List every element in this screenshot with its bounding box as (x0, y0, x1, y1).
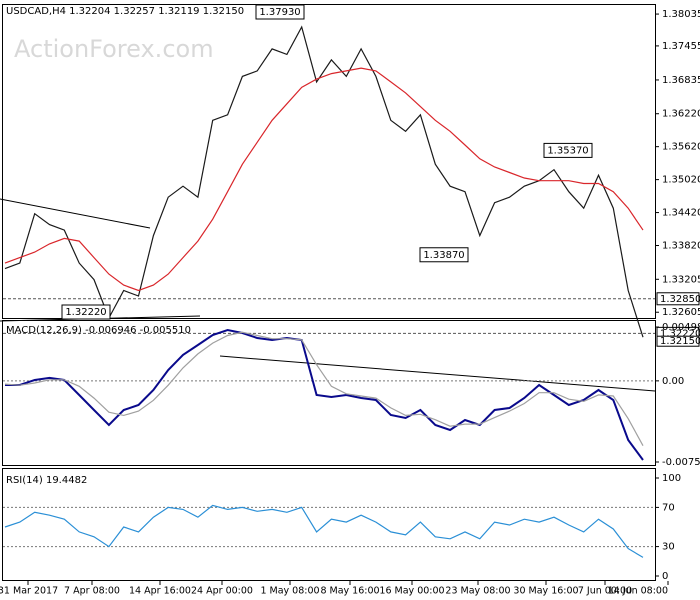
x-tick-label: 14 Jun 08:00 (608, 586, 668, 597)
panel-title: RSI(14) 19.4482 (6, 475, 87, 486)
y-tick-label: 70 (662, 502, 675, 513)
series-line (4, 504, 644, 558)
level-box (656, 292, 700, 306)
x-tick-label: 7 Jun 00:00 (578, 586, 632, 597)
y-tick-label: 1.34420 (662, 208, 700, 219)
x-tick-label: 23 May 08:00 (445, 586, 510, 597)
annotation-label: 1.35370 (547, 145, 588, 156)
y-tick-label: 1.33820 (662, 241, 700, 252)
last-price-box (656, 335, 700, 347)
y-tick-label: 1.37455 (662, 41, 700, 52)
trendline (219, 355, 656, 392)
y-tick-label: 1.38035 (662, 9, 700, 20)
x-tick-label: 16 May 00:00 (379, 586, 444, 597)
y-tick-label: 0.004988 (662, 322, 700, 333)
y-tick-label: 0 (662, 571, 668, 582)
rsi-panel (2, 468, 656, 581)
y-tick-label: 1.33205 (662, 274, 700, 285)
y-tick-label: 1.36220 (662, 109, 700, 120)
annotation-box (61, 304, 111, 320)
price-panel (2, 4, 656, 319)
series-line (5, 328, 644, 461)
x-tick-label: 8 May 16:00 (320, 586, 379, 597)
annotation-label: 1.37930 (259, 7, 300, 18)
y-tick-label: 1.36835 (662, 75, 700, 86)
x-tick-label: 1 May 08:00 (260, 586, 319, 597)
series-line (4, 67, 644, 292)
macd-panel (2, 320, 656, 466)
trendline (0, 198, 151, 229)
x-tick-label: 24 Apr 00:00 (191, 586, 253, 597)
panel-title: USDCAD,H4 1.32204 1.32257 1.32119 1.3215… (6, 6, 244, 17)
annotation-box (255, 4, 305, 20)
last-price-label: 1.32150 (660, 336, 700, 347)
level-label: 1.32220 (660, 328, 700, 339)
y-tick-label: 100 (662, 473, 681, 484)
y-tick-label: 0.00 (662, 376, 684, 387)
series-line (4, 331, 644, 446)
x-tick-label: 14 Apr 16:00 (129, 586, 191, 597)
panel-title: MACD(12,26,9) -0.006946 -0.005510 (6, 325, 191, 336)
annotation-box (419, 247, 469, 263)
y-tick-label: 1.35020 (662, 175, 700, 186)
series-line (4, 25, 644, 338)
x-tick-label: 31 Mar 2017 (0, 586, 58, 597)
annotation-label: 1.33870 (423, 250, 464, 261)
annotation-label: 1.32220 (65, 307, 106, 318)
y-tick-label: 1.32605 (662, 307, 700, 318)
level-label: 1.32850 (660, 294, 700, 305)
y-tick-label: 30 (662, 542, 675, 553)
x-tick-label: 7 Apr 08:00 (64, 586, 120, 597)
y-tick-label: -0.007514 (662, 457, 700, 468)
watermark: ActionForex.com (14, 35, 214, 63)
x-tick-label: 30 May 16:00 (513, 586, 578, 597)
y-tick-label: 1.35620 (662, 142, 700, 153)
annotation-box (543, 142, 593, 158)
